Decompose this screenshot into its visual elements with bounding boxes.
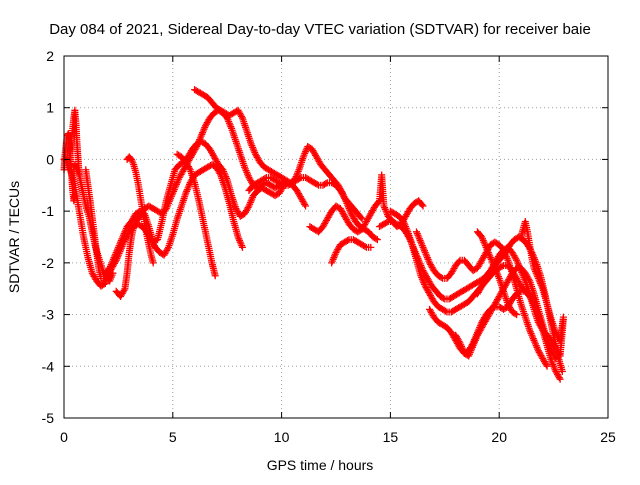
- data-point: [558, 367, 566, 375]
- data-point: [238, 243, 246, 251]
- x-tick-label: 5: [169, 429, 177, 445]
- data-point: [344, 236, 352, 244]
- y-tick-label: -1: [42, 203, 55, 219]
- data-point: [313, 180, 321, 188]
- data-point: [211, 272, 219, 280]
- series-arc-14: [328, 236, 375, 267]
- series-arc-12: [245, 174, 366, 223]
- data-point: [302, 202, 310, 210]
- data-point: [238, 113, 246, 121]
- data-point: [512, 255, 520, 263]
- x-tick-label: 15: [383, 429, 399, 445]
- data-point: [301, 200, 309, 208]
- axis-ticks: 0 5 10 15 20 25 -5 -4 -3 -2 -1 0 1 2: [42, 48, 616, 445]
- series-arc-9: [123, 153, 157, 267]
- data-point: [543, 362, 551, 370]
- data-point: [367, 243, 375, 251]
- data-point: [511, 310, 519, 318]
- x-tick-label: 10: [274, 429, 290, 445]
- x-tick-label: 20: [491, 429, 507, 445]
- y-tick-label: -3: [42, 307, 55, 323]
- data-point: [357, 214, 365, 222]
- data-point: [111, 258, 119, 266]
- data-point: [372, 235, 380, 243]
- data-marks: [60, 86, 567, 383]
- data-point: [361, 242, 369, 250]
- data-point: [513, 311, 521, 319]
- data-point: [322, 180, 330, 188]
- data-point: [559, 313, 567, 321]
- series-arc-21: [473, 228, 521, 319]
- data-point: [419, 202, 427, 210]
- data-point: [192, 144, 200, 152]
- x-tick-label: 0: [60, 429, 68, 445]
- series-arc-11: [173, 150, 219, 280]
- data-point: [278, 180, 286, 188]
- data-point: [358, 215, 366, 223]
- data-point: [216, 169, 224, 177]
- data-point: [551, 353, 559, 361]
- data-point: [185, 164, 193, 172]
- y-tick-label: 0: [46, 151, 54, 167]
- chart-title: Day 084 of 2021, Sidereal Day-to-day VTE…: [49, 21, 591, 38]
- x-tick-label: 25: [600, 429, 616, 445]
- data-point: [437, 274, 445, 282]
- data-point: [455, 337, 463, 345]
- y-tick-label: 2: [46, 48, 54, 64]
- data-point: [442, 307, 450, 315]
- y-tick-label: 1: [46, 100, 54, 116]
- y-axis-label: SDTVAR / TECUs: [6, 181, 22, 293]
- y-tick-label: -5: [42, 410, 55, 426]
- data-point: [555, 374, 563, 382]
- data-point: [149, 259, 157, 267]
- data-point: [244, 204, 252, 212]
- grid-lines: [64, 56, 608, 418]
- series-arc-13: [306, 171, 427, 236]
- data-point: [383, 218, 391, 226]
- data-point: [418, 201, 426, 209]
- data-point: [556, 375, 564, 383]
- data-point: [261, 174, 269, 182]
- data-point: [498, 262, 506, 270]
- data-point: [516, 288, 524, 296]
- x-axis-label: GPS time / hours: [267, 457, 374, 473]
- data-point: [455, 258, 463, 266]
- y-tick-label: -4: [42, 358, 55, 374]
- data-point: [439, 294, 447, 302]
- series-arc-8: [112, 106, 288, 300]
- plot-frame: [63, 55, 609, 419]
- data-point: [542, 361, 550, 369]
- data-point: [373, 236, 381, 244]
- series-arc-5: [82, 166, 105, 282]
- series-arc-22: [517, 217, 567, 344]
- series-arc-4: [67, 166, 109, 290]
- data-point: [296, 174, 304, 182]
- y-tick-label: -2: [42, 255, 55, 271]
- data-point: [164, 245, 172, 253]
- data-point: [552, 355, 560, 363]
- data-point: [120, 286, 128, 294]
